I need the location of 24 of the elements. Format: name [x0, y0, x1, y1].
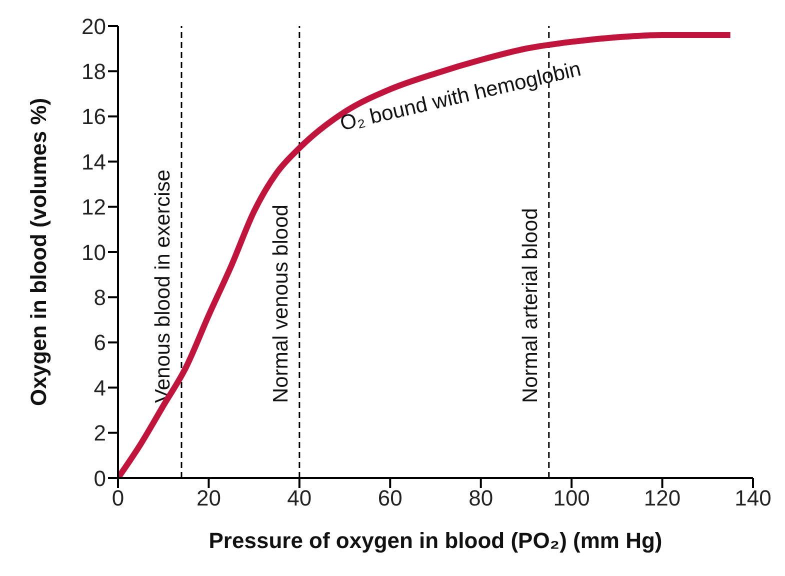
y-tick-label: 12	[82, 194, 106, 220]
ref-line-label: Normal venous blood	[269, 204, 292, 403]
y-tick-label: 10	[82, 240, 106, 265]
ref-line-label: Normal arterial blood	[518, 208, 542, 403]
y-axis-title: Oxygen in blood (volumes %)	[26, 98, 51, 406]
y-tick-label: 18	[82, 59, 106, 84]
x-tick-label: 120	[644, 486, 681, 511]
y-tick-label: 6	[94, 330, 106, 356]
y-tick-label: 14	[82, 149, 106, 174]
ref-line-label: Venous blood in exercise	[152, 170, 174, 403]
y-tick-label: 0	[94, 466, 106, 491]
x-axis-title: Pressure of oxygen in blood (PO₂) (mm Hg)	[208, 528, 662, 553]
y-tick-label: 8	[94, 285, 106, 310]
y-tick-label: 4	[94, 375, 106, 400]
x-tick-label: 60	[378, 486, 402, 511]
x-tick-label: 80	[468, 486, 494, 511]
x-tick-label: 100	[553, 486, 590, 511]
x-tick-label: 140	[734, 486, 772, 511]
y-tick-label: 20	[82, 14, 106, 39]
x-tick-label: 40	[287, 486, 312, 511]
x-tick-label: 20	[196, 486, 221, 511]
y-tick-label: 16	[82, 104, 106, 130]
y-tick-label: 2	[94, 420, 106, 446]
x-tick-label: 0	[112, 486, 124, 511]
